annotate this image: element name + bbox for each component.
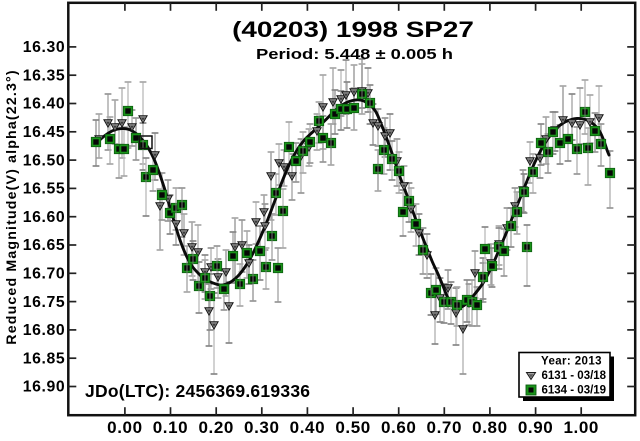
svg-text:6131 - 03/18: 6131 - 03/18	[542, 370, 607, 382]
svg-text:16.30: 16.30	[23, 39, 66, 56]
svg-text:16.50: 16.50	[23, 152, 66, 169]
svg-text:16.70: 16.70	[23, 266, 66, 283]
svg-text:0.10: 0.10	[153, 418, 189, 436]
svg-text:0.60: 0.60	[381, 418, 417, 436]
svg-text:6134 - 03/19: 6134 - 03/19	[542, 385, 607, 397]
svg-text:0.00: 0.00	[107, 418, 143, 436]
svg-text:0.70: 0.70	[427, 418, 463, 436]
svg-text:0.80: 0.80	[472, 418, 508, 436]
svg-text:16.65: 16.65	[23, 237, 66, 254]
svg-text:16.45: 16.45	[23, 124, 66, 141]
svg-text:1.00: 1.00	[563, 418, 599, 436]
svg-text:Reduced Magnitude(V) alpha(22.: Reduced Magnitude(V) alpha(22.3°)	[4, 69, 20, 344]
svg-text:0.90: 0.90	[518, 418, 554, 436]
svg-text:16.35: 16.35	[23, 67, 66, 84]
svg-text:16.90: 16.90	[23, 379, 66, 396]
svg-text:0.40: 0.40	[290, 418, 326, 436]
svg-text:16.85: 16.85	[23, 350, 66, 367]
svg-text:JDo(LTC): 2456369.619336: JDo(LTC): 2456369.619336	[85, 381, 310, 401]
svg-text:16.80: 16.80	[23, 322, 66, 339]
svg-text:16.55: 16.55	[23, 181, 66, 198]
svg-text:(40203) 1998 SP27: (40203) 1998 SP27	[232, 18, 474, 43]
svg-text:0.20: 0.20	[198, 418, 234, 436]
svg-text:16.75: 16.75	[23, 294, 66, 311]
svg-text:Year: 2013: Year: 2013	[541, 356, 602, 368]
svg-text:16.40: 16.40	[23, 96, 66, 113]
svg-text:16.60: 16.60	[23, 209, 66, 226]
svg-text:Period: 5.448 ± 0.005 h: Period: 5.448 ± 0.005 h	[256, 46, 453, 63]
svg-text:0.30: 0.30	[244, 418, 280, 436]
svg-text:0.50: 0.50	[335, 418, 371, 436]
